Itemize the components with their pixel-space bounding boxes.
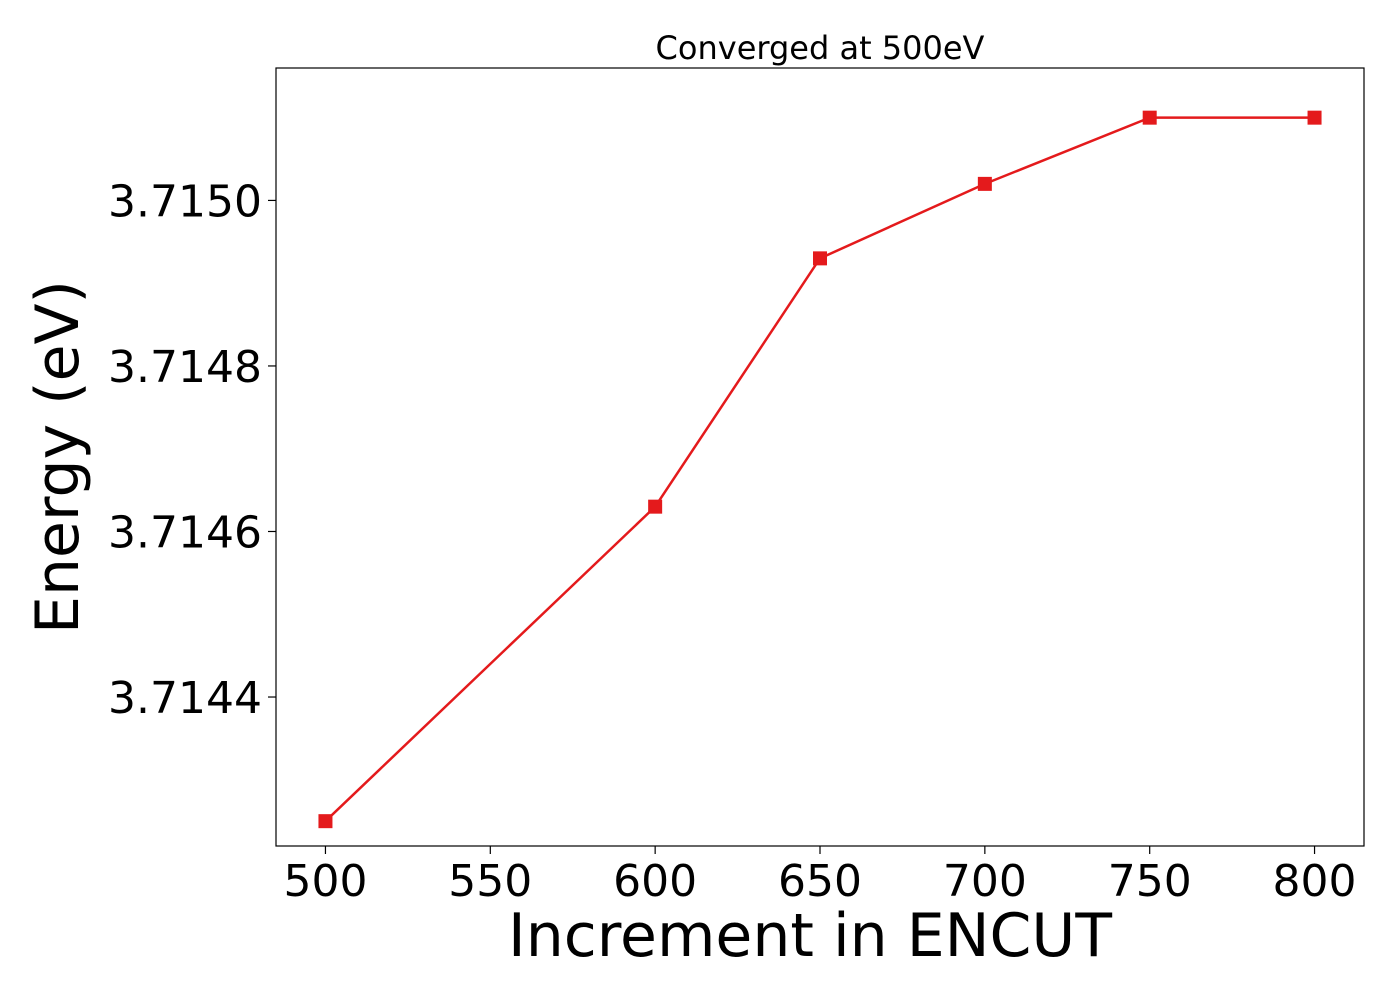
chart-title: Converged at 500eV [656, 29, 985, 67]
data-point [813, 251, 827, 266]
x-tick-label: 600 [613, 856, 697, 907]
series-line [324, 116, 1315, 823]
x-axis-title: Increment in ENCUT [508, 901, 1112, 971]
x-tick-label: 650 [778, 856, 862, 907]
data-point [1307, 110, 1322, 125]
y-tick-label: 3.7148 [108, 342, 262, 393]
plot-area [275, 67, 1365, 847]
x-axis: 500 550 600 650 700 750 800 [283, 846, 1357, 907]
data-point [977, 176, 992, 191]
y-axis: 3.7144 3.7146 3.7148 3.7150 [108, 176, 276, 724]
y-tick-label: 3.7150 [108, 176, 262, 227]
data-point [318, 814, 333, 829]
x-tick-label: 500 [283, 856, 367, 907]
y-tick-label: 3.7146 [108, 507, 262, 558]
data-point [1142, 110, 1157, 125]
y-tick-label: 3.7144 [108, 673, 262, 724]
x-tick-label: 800 [1273, 856, 1357, 907]
x-tick-label: 550 [448, 856, 532, 907]
series-markers [318, 110, 1322, 829]
x-tick-label: 700 [943, 856, 1027, 907]
x-tick-label: 750 [1108, 856, 1192, 907]
data-point [648, 499, 663, 514]
y-axis-title: Energy (eV) [23, 280, 93, 634]
